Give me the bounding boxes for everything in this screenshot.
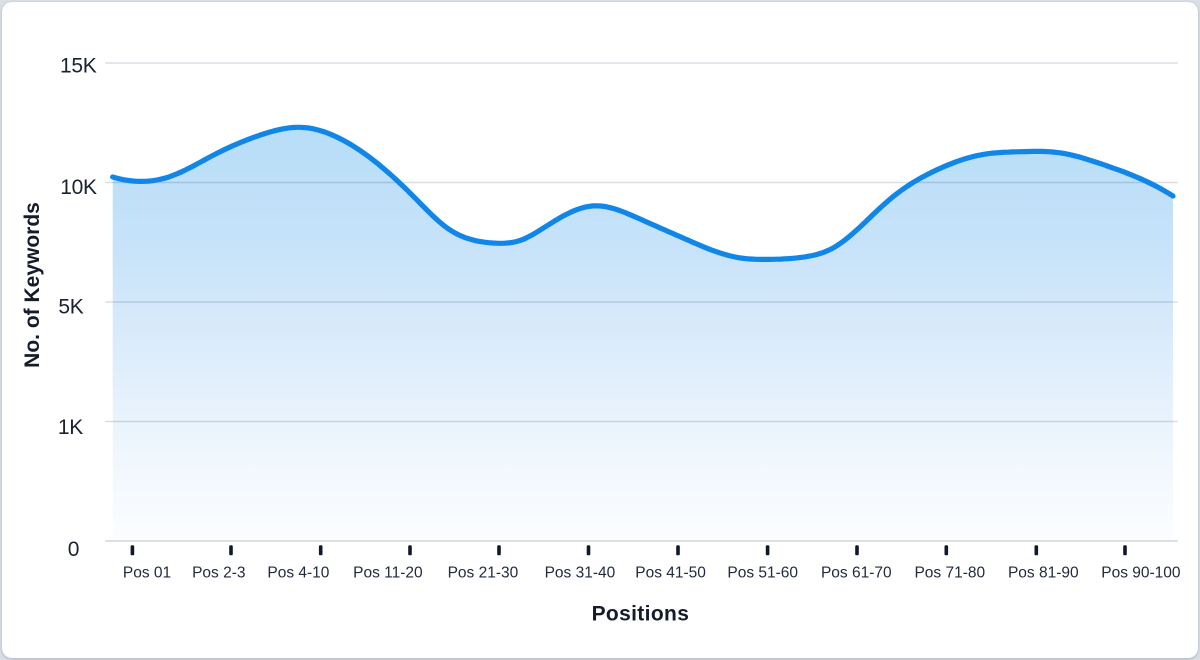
svg-text:10K: 10K [60, 176, 97, 199]
svg-text:0: 0 [68, 538, 79, 561]
svg-text:Pos 11-20: Pos 11-20 [353, 565, 423, 582]
svg-text:Pos 71-80: Pos 71-80 [914, 565, 985, 582]
svg-text:Pos 01: Pos 01 [123, 565, 171, 582]
svg-text:15K: 15K [60, 55, 97, 78]
svg-text:Pos 61-70: Pos 61-70 [821, 565, 892, 582]
svg-text:Pos 51-60: Pos 51-60 [727, 565, 798, 582]
svg-text:Pos 90-100: Pos 90-100 [1101, 565, 1181, 582]
svg-text:5K: 5K [58, 295, 83, 318]
svg-text:Pos 4-10: Pos 4-10 [267, 565, 329, 582]
svg-text:Pos 41-50: Pos 41-50 [635, 565, 706, 582]
svg-text:Pos 31-40: Pos 31-40 [545, 565, 616, 582]
svg-text:1K: 1K [58, 416, 83, 439]
svg-text:Positions: Positions [592, 603, 690, 626]
svg-text:Pos 81-90: Pos 81-90 [1008, 565, 1079, 582]
svg-text:No. of Keywords: No. of Keywords [21, 202, 44, 368]
svg-text:Pos 2-3: Pos 2-3 [192, 565, 245, 582]
svg-text:Pos 21-30: Pos 21-30 [448, 565, 519, 582]
